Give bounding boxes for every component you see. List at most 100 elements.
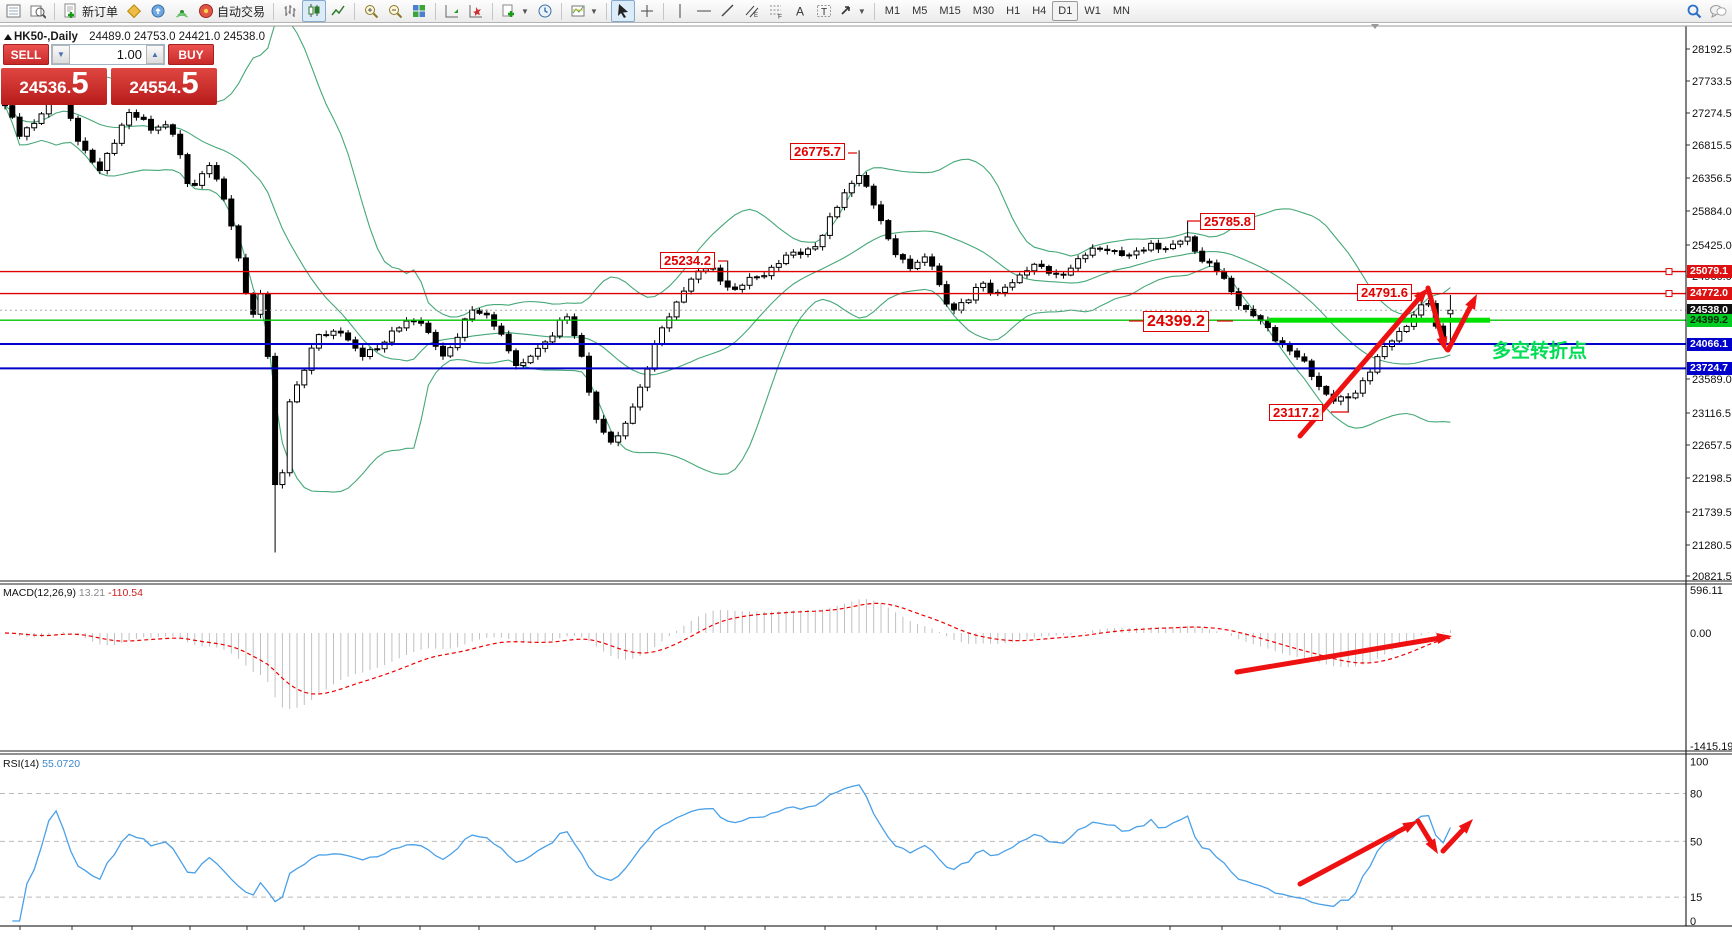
line-chart-icon[interactable] [326,0,350,22]
rsi-scale-tick: 100 [1690,757,1708,769]
price-annotation-24791.6[interactable]: 24791.6 [1357,284,1412,301]
bid-dot: . [66,78,72,97]
chart-canvas[interactable]: 28192.5 27733.5 27274.5 26815.5 26356.5 25884… [0,23,1732,947]
timeframe-m30[interactable]: M30 [972,5,995,17]
dropdown-caret: ▼ [589,6,598,16]
price-annotation-25785.8[interactable]: 25785.8 [1200,213,1255,230]
price-annotation-23117.2[interactable]: 23117.2 [1269,404,1324,421]
rsi-scale-tick: 80 [1690,789,1702,801]
price-tick: 25425.0 [1692,240,1732,252]
auto-trading-label: 自动交易 [217,4,266,19]
ask-big-digit: 5 [181,65,199,100]
bid-price[interactable]: 24536. 5 [1,67,107,105]
templates-button[interactable]: ▼ [566,0,602,22]
trendline-tool[interactable] [716,0,740,22]
rsi-label: RSI(14) 55.0720 [3,758,81,770]
timeframe-m5[interactable]: M5 [912,5,928,17]
timeframe-w1[interactable]: W1 [1084,5,1101,17]
bar-chart-icon[interactable] [278,0,302,22]
separator [492,2,494,20]
price-tick: 21280.5 [1692,540,1732,552]
price-annotation-24399.2[interactable]: 24399.2 [1143,311,1209,332]
indicators-delete-icon[interactable] [464,0,488,22]
indicators-window-icon[interactable] [440,0,464,22]
timeframe-d1[interactable]: D1 [1052,1,1079,21]
text-tool[interactable]: A [788,0,812,22]
price-annotation-25234.2[interactable]: 25234.2 [660,252,715,269]
buy-button[interactable]: BUY [168,44,214,65]
shapes-tool[interactable]: ▼ [836,0,870,22]
price-tick: 22198.5 [1692,473,1732,485]
vertical-line-tool[interactable] [668,0,692,22]
separator [54,2,55,20]
rsi-scale-tick: 0 [1690,916,1696,928]
svg-text:F: F [778,14,782,20]
timeframe-h4[interactable]: H4 [1032,5,1047,17]
volume-increase-button[interactable]: ▲ [146,45,164,64]
timeframe-m15[interactable]: M15 [939,5,961,17]
price-tick: 22657.5 [1692,440,1732,452]
zoom-in-icon[interactable] [359,0,383,22]
timeframe-m1[interactable]: M1 [884,5,901,17]
channel-tool[interactable]: E [740,0,764,22]
separator [605,2,607,20]
ask-price[interactable]: 24554. 5 [111,65,217,105]
bull-bear-pivot-note[interactable]: 多空转折点 [1492,341,1588,362]
rsi-value: 55.0720 [42,758,81,770]
chart-window-icon[interactable] [2,0,26,22]
price-badge-24399.2: 24399.2 [1687,313,1732,327]
text-label-tool[interactable]: T [812,0,836,22]
price-tick: 26815.5 [1692,140,1732,152]
new-order-label: 新订单 [82,4,119,19]
macd-scale-tick: 596.11 [1690,585,1723,597]
price-annotation-26775.7[interactable]: 26775.7 [790,143,845,160]
zoom-out-icon[interactable] [383,0,407,22]
publish-icon[interactable] [146,0,170,22]
sell-button[interactable]: SELL [3,44,49,65]
tile-windows-icon[interactable] [407,0,431,22]
crosshair-tool[interactable] [635,0,659,22]
volume-input[interactable]: 1.00 [116,47,142,62]
search-icon[interactable] [1682,0,1706,22]
chat-icon[interactable] [1706,0,1730,22]
separator [662,2,664,20]
svg-text:T: T [821,7,827,18]
macd-scale-tick: -1415.19 [1690,741,1732,753]
chart-title: HK50-,Daily 24489.0 24753.0 24421.0 2453… [14,31,265,43]
market-watch-icon[interactable] [26,0,50,22]
rsi-scale-tick: 50 [1690,836,1702,848]
price-tick: 23116.5 [1692,408,1731,420]
signal-icon[interactable] [170,0,194,22]
chart-window: 28192.5 27733.5 27274.5 26815.5 26356.5 25884… [0,23,1732,947]
macd-signal-value: -110.54 [108,587,143,599]
auto-trading-button[interactable]: 自动交易 [194,0,269,22]
price-badge-24066.1: 24066.1 [1687,337,1732,351]
ohlc-readout: 24489.0 24753.0 24421.0 24538.0 [89,31,265,43]
horizontal-line-tool[interactable] [692,0,716,22]
timeframe-h1[interactable]: H1 [1006,5,1021,17]
bid-main: 24536 [19,78,67,97]
price-tick: 21739.5 [1692,507,1732,519]
fibonacci-tool[interactable]: F [764,0,788,22]
volume-decrease-button[interactable]: ▼ [52,45,70,64]
volume-box: ▼ 1.00 ▲ [51,44,165,65]
timeframe-mn[interactable]: MN [1112,5,1130,17]
svg-text:A: A [796,5,804,19]
separator [435,2,437,20]
candlestick-chart-icon[interactable] [302,0,327,22]
timeframe-group: M1 M5 M15 M30 H1 H4 D1 W1 MN [879,1,1136,21]
separator [273,2,275,20]
separator [873,2,875,20]
dropdown-caret: ▼ [521,6,529,16]
chart-shift-marker[interactable] [1371,24,1379,29]
price-badge-25079.1: 25079.1 [1687,265,1732,279]
market-icon[interactable] [122,0,146,22]
period-clock-icon[interactable] [533,0,557,22]
add-indicator-button[interactable]: ▼ [497,0,533,22]
collapse-triangle-icon[interactable] [4,34,12,40]
price-tick: 27733.5 [1692,76,1732,88]
cursor-tool[interactable] [610,0,635,22]
price-tick: 28192.5 [1692,44,1732,56]
ask-main: 24554 [129,78,177,97]
new-order-button[interactable]: 新订单 [59,0,122,22]
